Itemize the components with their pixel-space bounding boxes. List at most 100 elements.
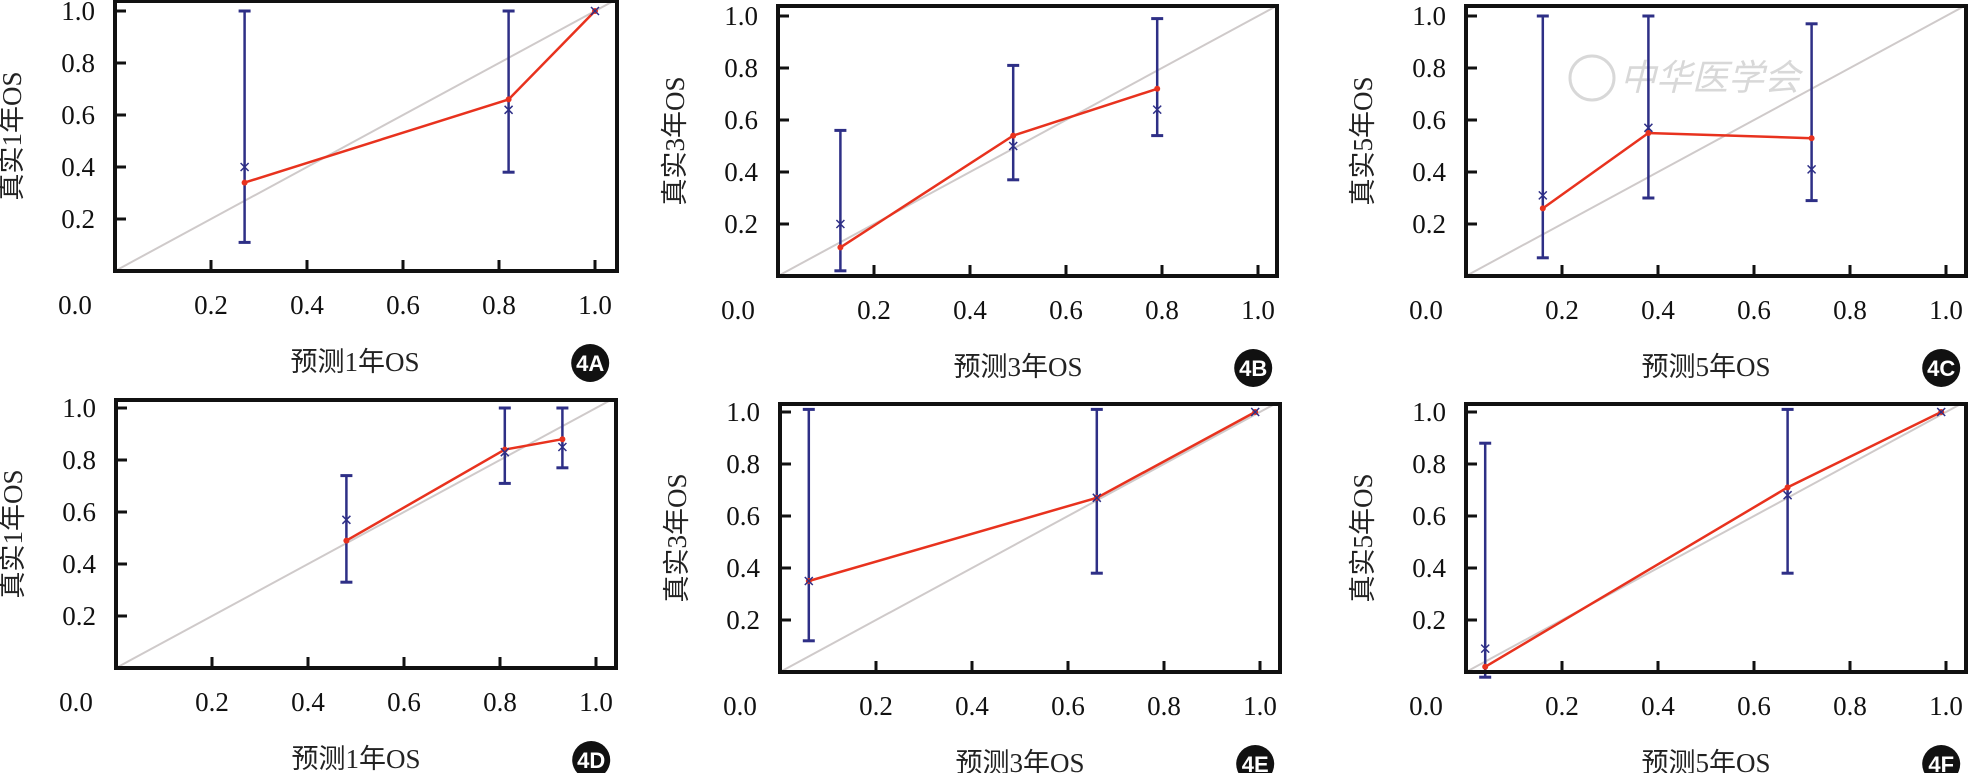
y-tick-label: 0.8 bbox=[724, 53, 758, 83]
y-tick-label: 0.4 bbox=[1412, 553, 1446, 583]
observed-point-marker bbox=[1783, 490, 1793, 500]
calibration-point bbox=[1784, 484, 1791, 491]
y-tick-label: 0.8 bbox=[1412, 449, 1446, 479]
y-axis-title: 真实3年OS bbox=[662, 473, 692, 602]
observed-point-marker bbox=[1250, 407, 1260, 417]
y-tick-label: 0.4 bbox=[726, 553, 760, 583]
panel-badge-label: 4A bbox=[576, 351, 604, 376]
calibration-line bbox=[244, 10, 596, 184]
panel-badge: 4F bbox=[1922, 745, 1961, 773]
panel-badge: 4B bbox=[1234, 349, 1273, 387]
calibration-line bbox=[1542, 131, 1812, 210]
plot-frame bbox=[113, 0, 619, 273]
x-tick-label: 0.8 bbox=[1833, 691, 1867, 721]
panel-badge-label: 4D bbox=[577, 748, 605, 773]
y-tick-label: 1.0 bbox=[62, 393, 96, 423]
y-tick-label: 0.6 bbox=[1412, 105, 1446, 135]
x-tick-label: 0.2 bbox=[195, 687, 229, 717]
origin-tick-label: 0.0 bbox=[723, 691, 757, 721]
observed-point-marker bbox=[1936, 407, 1946, 417]
watermark-seal-icon bbox=[1568, 54, 1616, 102]
calibration-point bbox=[1645, 130, 1652, 136]
calibration-point bbox=[343, 537, 350, 544]
x-axis-title: 预测5年OS bbox=[1641, 748, 1770, 773]
y-tick-label: 0.2 bbox=[726, 605, 760, 635]
error-bar bbox=[340, 474, 353, 584]
y-tick-label: 1.0 bbox=[724, 1, 758, 31]
x-tick-label: 0.6 bbox=[1737, 295, 1771, 325]
panel-badge-label: 4C bbox=[1927, 356, 1955, 381]
x-axis-title: 预测1年OS bbox=[291, 744, 420, 773]
x-tick-label: 0.2 bbox=[857, 295, 891, 325]
y-tick-label: 0.2 bbox=[1412, 605, 1446, 635]
origin-tick-label: 0.0 bbox=[58, 290, 92, 320]
y-axis-title: 真实5年OS bbox=[1348, 473, 1378, 602]
x-tick-label: 1.0 bbox=[1241, 295, 1275, 325]
origin-tick-label: 0.0 bbox=[721, 295, 755, 325]
error-bar bbox=[1805, 22, 1818, 203]
x-tick-label: 0.8 bbox=[483, 687, 517, 717]
panel-4c: 0.2 0.4 0.6 0.8 1.0 0.2 0.4 0.6 0.8 1.0 0.0 真实5年OS 预… bbox=[1348, 1, 1968, 387]
error-bar bbox=[1642, 14, 1655, 200]
x-axis-title: 预测3年OS bbox=[955, 748, 1084, 773]
ideal-reference-line bbox=[115, 399, 612, 669]
x-tick-label: 0.4 bbox=[1641, 691, 1675, 721]
panel-4d: 0.2 0.4 0.6 0.8 1.0 0.2 0.4 0.6 0.8 1.0 0.0 真实1年OS 预… bbox=[0, 393, 618, 773]
panel-badge: 4D bbox=[572, 741, 611, 773]
x-axis-title: 预测3年OS bbox=[953, 352, 1082, 382]
y-tick-label: 0.2 bbox=[61, 204, 95, 234]
y-tick-label: 0.8 bbox=[726, 449, 760, 479]
panel-badge: 4A bbox=[571, 344, 610, 382]
observed-point-marker bbox=[1538, 190, 1548, 200]
calibration-point bbox=[1808, 135, 1815, 142]
watermark-logo-text: 中华医学会 bbox=[1620, 58, 1804, 99]
plot-frame bbox=[114, 398, 618, 670]
observed-point-marker bbox=[240, 162, 250, 172]
y-tick-label: 0.4 bbox=[1412, 157, 1446, 187]
calibration-point bbox=[241, 179, 248, 186]
x-axis-title: 预测5年OS bbox=[1641, 352, 1770, 382]
ideal-reference-line bbox=[1465, 5, 1965, 277]
y-axis-title: 真实1年OS bbox=[0, 71, 27, 200]
calibration-point bbox=[559, 436, 566, 443]
y-tick-label: 1.0 bbox=[1412, 1, 1446, 31]
y-axis-title: 真实5年OS bbox=[1348, 76, 1378, 205]
y-tick-label: 0.4 bbox=[724, 157, 758, 187]
y-tick-label: 0.6 bbox=[61, 100, 95, 130]
error-bar bbox=[1781, 407, 1794, 575]
ideal-reference-line bbox=[779, 403, 1276, 673]
error-bar bbox=[1090, 407, 1103, 575]
error-bar bbox=[1479, 441, 1492, 679]
plot-frame bbox=[778, 402, 1282, 674]
y-axis-title: 真实3年OS bbox=[660, 76, 690, 205]
panel-4e: 0.2 0.4 0.6 0.8 1.0 0.2 0.4 0.6 0.8 1.0 0.0 真实3年OS 预… bbox=[662, 397, 1282, 773]
error-bar bbox=[238, 9, 251, 244]
x-axis-title: 预测1年OS bbox=[290, 347, 419, 377]
y-tick-label: 0.6 bbox=[1412, 501, 1446, 531]
y-tick-label: 0.8 bbox=[1412, 53, 1446, 83]
ideal-reference-line bbox=[1465, 403, 1962, 673]
x-tick-label: 0.4 bbox=[1641, 295, 1675, 325]
x-tick-label: 1.0 bbox=[1929, 691, 1963, 721]
x-tick-label: 0.6 bbox=[1049, 295, 1083, 325]
error-bar bbox=[1536, 14, 1549, 260]
x-tick-label: 0.2 bbox=[1545, 691, 1579, 721]
panel-4a: 0.2 0.4 0.6 0.8 1.0 0.2 0.4 0.6 0.8 1.0 0.0 真实1年OS 预… bbox=[0, 0, 619, 382]
x-tick-label: 0.4 bbox=[953, 295, 987, 325]
x-tick-label: 0.8 bbox=[482, 290, 516, 320]
panel-badge: 4E bbox=[1236, 745, 1275, 773]
error-bar bbox=[1151, 17, 1164, 138]
y-tick-label: 0.8 bbox=[62, 445, 96, 475]
y-tick-label: 1.0 bbox=[61, 0, 95, 26]
observed-point-marker bbox=[341, 515, 351, 525]
panel-4b: 0.2 0.4 0.6 0.8 1.0 0.2 0.4 0.6 0.8 1.0 0.0 真实3年OS 预… bbox=[660, 1, 1279, 387]
x-tick-label: 0.6 bbox=[386, 290, 420, 320]
observed-point-marker bbox=[835, 219, 845, 229]
y-tick-label: 0.6 bbox=[724, 105, 758, 135]
panel-badge: 4C bbox=[1922, 349, 1961, 387]
y-tick-label: 0.6 bbox=[726, 501, 760, 531]
error-bar bbox=[802, 407, 815, 643]
error-bar bbox=[1007, 63, 1020, 182]
x-tick-label: 0.8 bbox=[1147, 691, 1181, 721]
